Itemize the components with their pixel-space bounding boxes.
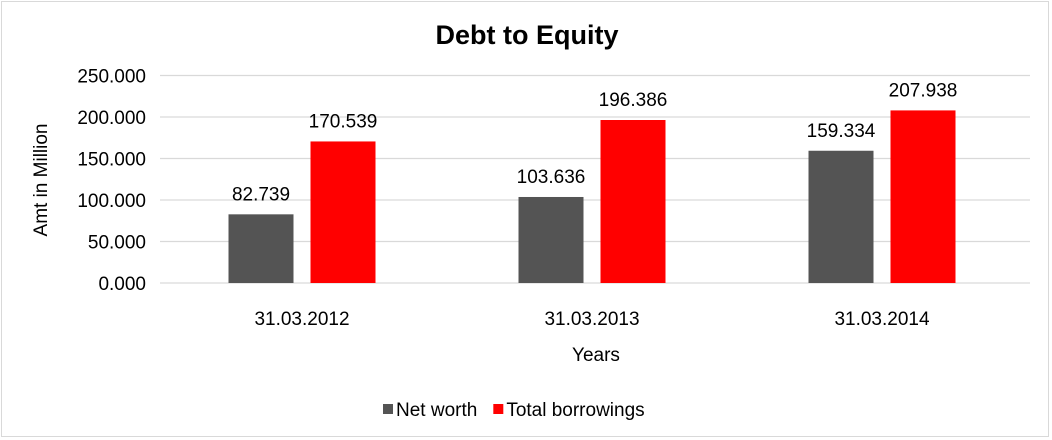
y-axis-label: Amt in Million: [31, 124, 52, 237]
y-tick-label: 0.000: [98, 274, 146, 295]
bar-total-borrowings: [600, 119, 666, 283]
legend-swatch: [493, 404, 504, 414]
y-tick-label: 50.000: [88, 233, 146, 254]
y-tick-label: 250.000: [77, 67, 146, 88]
data-label: 207.938: [889, 80, 958, 101]
x-tick-label: 31.03.2014: [834, 309, 930, 330]
data-label: 159.334: [807, 121, 876, 142]
x-tick-label: 31.03.2013: [544, 309, 639, 330]
data-label: 196.386: [599, 90, 668, 111]
bar-total-borrowings: [310, 141, 376, 283]
bar-net-worth: [518, 196, 584, 283]
legend-label: Total borrowings: [506, 400, 644, 421]
bar-total-borrowings: [890, 110, 956, 283]
data-label: 82.739: [232, 184, 290, 205]
bar-net-worth: [228, 214, 294, 283]
legend-label: Net worth: [396, 400, 477, 421]
y-tick-label: 100.000: [77, 191, 146, 212]
chart-title: Debt to Equity: [436, 20, 619, 50]
x-tick-label: 31.03.2012: [254, 309, 349, 330]
data-label: 170.539: [309, 111, 378, 132]
legend-swatch: [383, 404, 393, 414]
data-label: 103.636: [517, 167, 586, 188]
legend: Net worth Total borrowings: [383, 400, 645, 421]
y-tick-label: 150.000: [77, 150, 146, 171]
bar-net-worth: [808, 150, 874, 283]
y-tick-label: 200.000: [77, 108, 146, 129]
x-axis-label: Years: [572, 345, 620, 366]
